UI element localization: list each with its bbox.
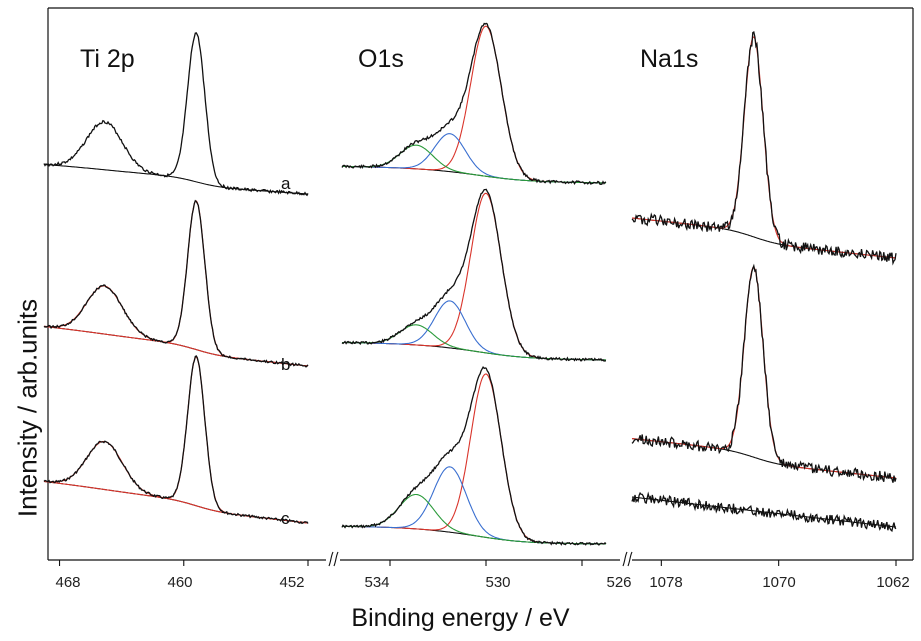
background-line [43,163,309,195]
data-spectrum [341,188,606,362]
tick-label-1070: 1070 [762,574,795,591]
tick-label-468: 468 [55,574,80,591]
tick-label-526: 526 [606,574,631,591]
panel-na1s [631,30,897,566]
fit-component-red [43,440,309,524]
data-spectrum [631,491,897,533]
tick-label-1078: 1078 [649,574,682,591]
series-label-a: a [281,174,291,193]
tick-label-452: 452 [279,574,304,591]
plot-frame [47,7,914,561]
data-spectrum [43,32,309,197]
fit-component-red [43,356,309,524]
tick-label-460: 460 [167,574,192,591]
data-spectrum [341,22,607,186]
series-label-c: c [281,509,290,528]
fit-component-blue [342,466,607,545]
panel-ti2p [43,32,309,566]
axis-break-marks [328,551,633,567]
fit-component-red [631,266,897,479]
series-label-b: b [281,355,290,374]
tick-label-534: 534 [364,574,389,591]
panel-o1s [341,22,607,566]
tick-label-1062: 1062 [876,574,909,591]
background-line [43,325,309,367]
fit-component-red [43,200,309,367]
data-spectrum [631,263,897,483]
y-axis-label: Intensity / arb.units [12,298,43,518]
data-spectrum [43,355,309,525]
fit-component-green [341,493,607,545]
panel-title-ti2p: Ti 2p [80,45,135,73]
data-spectrum [631,30,897,266]
background-line [43,480,309,524]
data-spectrum [341,365,607,546]
data-spectrum [43,199,309,368]
panel-title-na1s: Na1s [640,45,698,73]
fit-component-red [43,285,309,367]
panel-title-o1s: O1s [358,45,404,73]
fit-component-blue [342,133,607,184]
tick-label-530: 530 [485,574,510,591]
x-axis-label: Binding energy / eV [351,604,570,632]
fit-component-red [342,373,607,545]
